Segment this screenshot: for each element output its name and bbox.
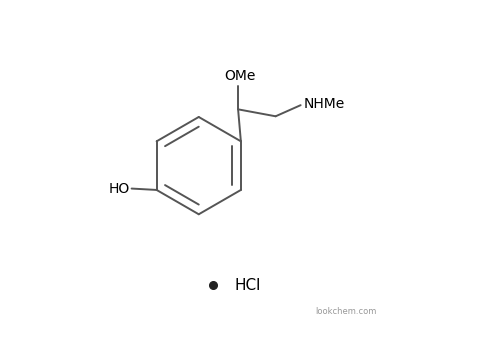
Text: lookchem.com: lookchem.com bbox=[315, 307, 377, 316]
Text: HO: HO bbox=[109, 182, 130, 196]
Text: NHMe: NHMe bbox=[303, 97, 345, 111]
Text: OMe: OMe bbox=[224, 69, 255, 83]
Text: HCl: HCl bbox=[235, 278, 261, 293]
